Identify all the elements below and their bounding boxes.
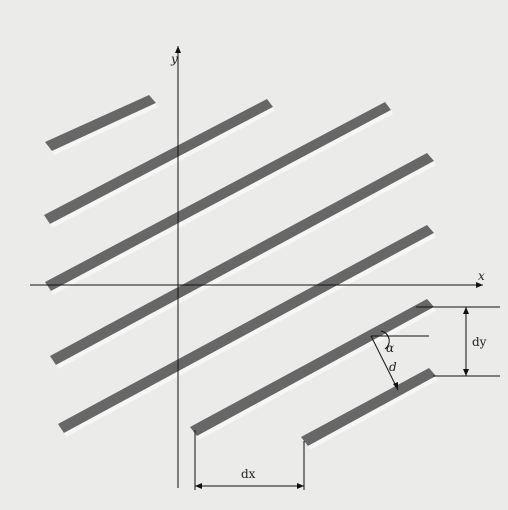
stripe-6-dark (190, 299, 434, 436)
stripe-4-dark (50, 153, 434, 365)
stripe-5-light (64, 233, 436, 437)
dy-dimension: dy (416, 306, 500, 377)
stripe-1-light (52, 103, 158, 155)
alpha-label: α (386, 341, 394, 355)
dx-left-arrowhead (195, 483, 202, 489)
dy-bottom-arrowhead (463, 369, 469, 376)
distance-d-line (370, 335, 399, 391)
dx-right-arrowhead (297, 483, 304, 489)
y-axis-arrow (175, 46, 181, 53)
stripe-3-dark (45, 102, 391, 291)
distance-d-arrowhead (393, 382, 398, 390)
stripe-5-dark (58, 225, 434, 433)
stripe-set (44, 95, 438, 450)
x-axis-label: x (478, 269, 485, 283)
angle-distance-construction: α d (370, 330, 429, 391)
stripe-2-light (50, 107, 275, 228)
coordinate-axes: y x (30, 46, 485, 488)
angle-alpha-arc (380, 330, 390, 350)
stripe-1-dark (45, 95, 156, 151)
d-label: d (389, 360, 397, 374)
stripe-2-dark (44, 99, 273, 224)
stripe-3-light (51, 110, 393, 295)
stripe-7-dark (301, 368, 436, 446)
stripe-7-light (308, 376, 438, 450)
dx-label: dx (241, 467, 256, 481)
stripe-4-light (56, 161, 436, 369)
dx-dimension: dx (194, 430, 305, 490)
dy-top-arrowhead (463, 307, 469, 314)
y-axis-label: y (170, 52, 178, 66)
x-axis-arrow (476, 282, 483, 288)
dy-label: dy (472, 335, 487, 349)
stripe-6-light (197, 307, 436, 440)
